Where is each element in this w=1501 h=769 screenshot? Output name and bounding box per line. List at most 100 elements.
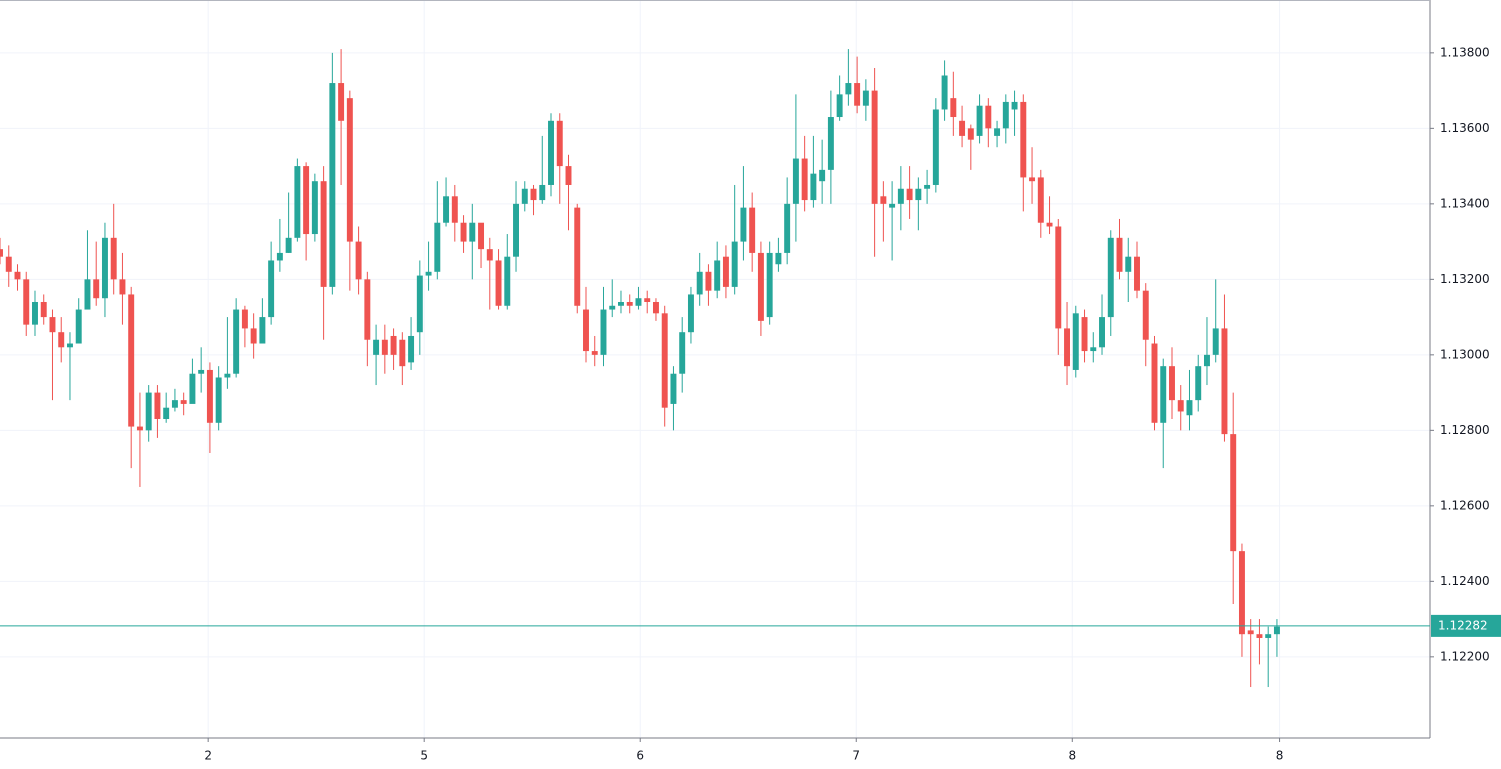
candle-body — [521, 188, 528, 204]
candle-body — [1037, 177, 1044, 223]
candle-body — [924, 184, 931, 189]
candle-body — [644, 298, 651, 302]
candle-body — [626, 301, 633, 306]
y-tick-label: 1.13800 — [1440, 45, 1490, 59]
candle-body — [373, 339, 380, 355]
candle-body — [478, 222, 485, 250]
candle-body — [285, 237, 292, 253]
candle-body — [722, 256, 729, 287]
candle-body — [871, 90, 878, 204]
candle-body — [1230, 434, 1237, 552]
candle-body — [705, 271, 712, 291]
candle-body — [434, 222, 441, 272]
candle-body — [959, 120, 966, 136]
candle-body — [897, 188, 904, 204]
candle-body — [338, 83, 345, 121]
candle-body — [443, 196, 450, 223]
candle-body — [49, 317, 56, 333]
candle-body — [311, 181, 318, 235]
y-tick-label: 1.13000 — [1440, 347, 1490, 361]
candle-body — [687, 294, 694, 333]
candle-body — [171, 400, 178, 408]
candle-body — [101, 237, 108, 299]
y-tick-label: 1.12200 — [1440, 649, 1490, 663]
candle-body — [915, 188, 922, 201]
candle-body — [810, 173, 817, 201]
candle-body — [84, 279, 91, 310]
candle-body — [652, 301, 659, 314]
candle-body — [268, 260, 275, 318]
candle-body — [294, 166, 301, 238]
candle-body — [390, 335, 397, 355]
candle-body — [801, 158, 808, 201]
candle-body — [714, 260, 721, 291]
candle-body — [696, 271, 703, 295]
candle-body — [1195, 366, 1202, 401]
candle-body — [119, 279, 126, 295]
candle-body — [740, 207, 747, 242]
candle-body — [233, 309, 240, 374]
candle-body — [1273, 626, 1280, 635]
candle-body — [513, 203, 519, 257]
candle-body — [1247, 630, 1254, 635]
candle-body — [1151, 343, 1158, 423]
candle-body — [985, 105, 992, 129]
candle-body — [661, 313, 668, 408]
candle-body — [1212, 328, 1219, 355]
x-tick-label: 6 — [636, 749, 644, 763]
candle-body — [40, 301, 47, 318]
candle-body — [408, 335, 415, 363]
candle-body — [416, 275, 423, 333]
y-tick-label: 1.12800 — [1440, 423, 1490, 437]
candle-body — [276, 252, 283, 261]
candle-body — [784, 203, 791, 253]
candle-body — [670, 373, 677, 404]
candle-body — [1186, 400, 1193, 416]
candle-body — [556, 120, 563, 167]
candle-body — [399, 339, 406, 367]
candle-body — [1177, 400, 1184, 412]
candle-body — [180, 400, 187, 404]
x-tick-label: 7 — [852, 749, 860, 763]
candle-body — [189, 373, 196, 404]
candle-body — [1256, 634, 1263, 638]
x-tick-label: 8 — [1068, 749, 1076, 763]
candle-body — [600, 309, 607, 355]
candle-body — [154, 392, 161, 420]
candle-body — [941, 75, 948, 110]
candle-body — [460, 222, 467, 242]
candle-body — [889, 203, 896, 208]
candle-body — [1265, 634, 1272, 638]
candle-body — [1238, 551, 1245, 635]
x-tick-label: 2 — [204, 749, 212, 763]
candle-body — [93, 279, 100, 299]
candle-body — [1203, 354, 1210, 367]
candle-body — [1029, 177, 1036, 182]
candle-body — [1169, 366, 1175, 401]
last-price-box — [1431, 614, 1501, 637]
candle-body — [591, 351, 598, 355]
candle-body — [163, 407, 170, 420]
x-tick-label: 5 — [420, 749, 428, 763]
candle-body — [1064, 328, 1071, 367]
candle-body — [136, 426, 143, 431]
candle-body — [1011, 101, 1018, 110]
candle-body — [1072, 313, 1079, 370]
candle-body — [757, 252, 764, 321]
candle-body — [469, 222, 476, 242]
candle-body — [110, 237, 117, 280]
candle-body — [495, 260, 502, 306]
candle-body — [635, 298, 642, 306]
candle-body — [530, 188, 537, 201]
candle-body — [618, 301, 624, 306]
candle-body — [1142, 290, 1149, 340]
candle-body — [967, 128, 974, 140]
candle-body — [1134, 256, 1140, 291]
candle-body — [250, 328, 257, 344]
candle-body — [583, 309, 589, 352]
candle-body — [5, 256, 12, 272]
candle-body — [819, 169, 826, 182]
y-tick-label: 1.13400 — [1440, 196, 1490, 210]
